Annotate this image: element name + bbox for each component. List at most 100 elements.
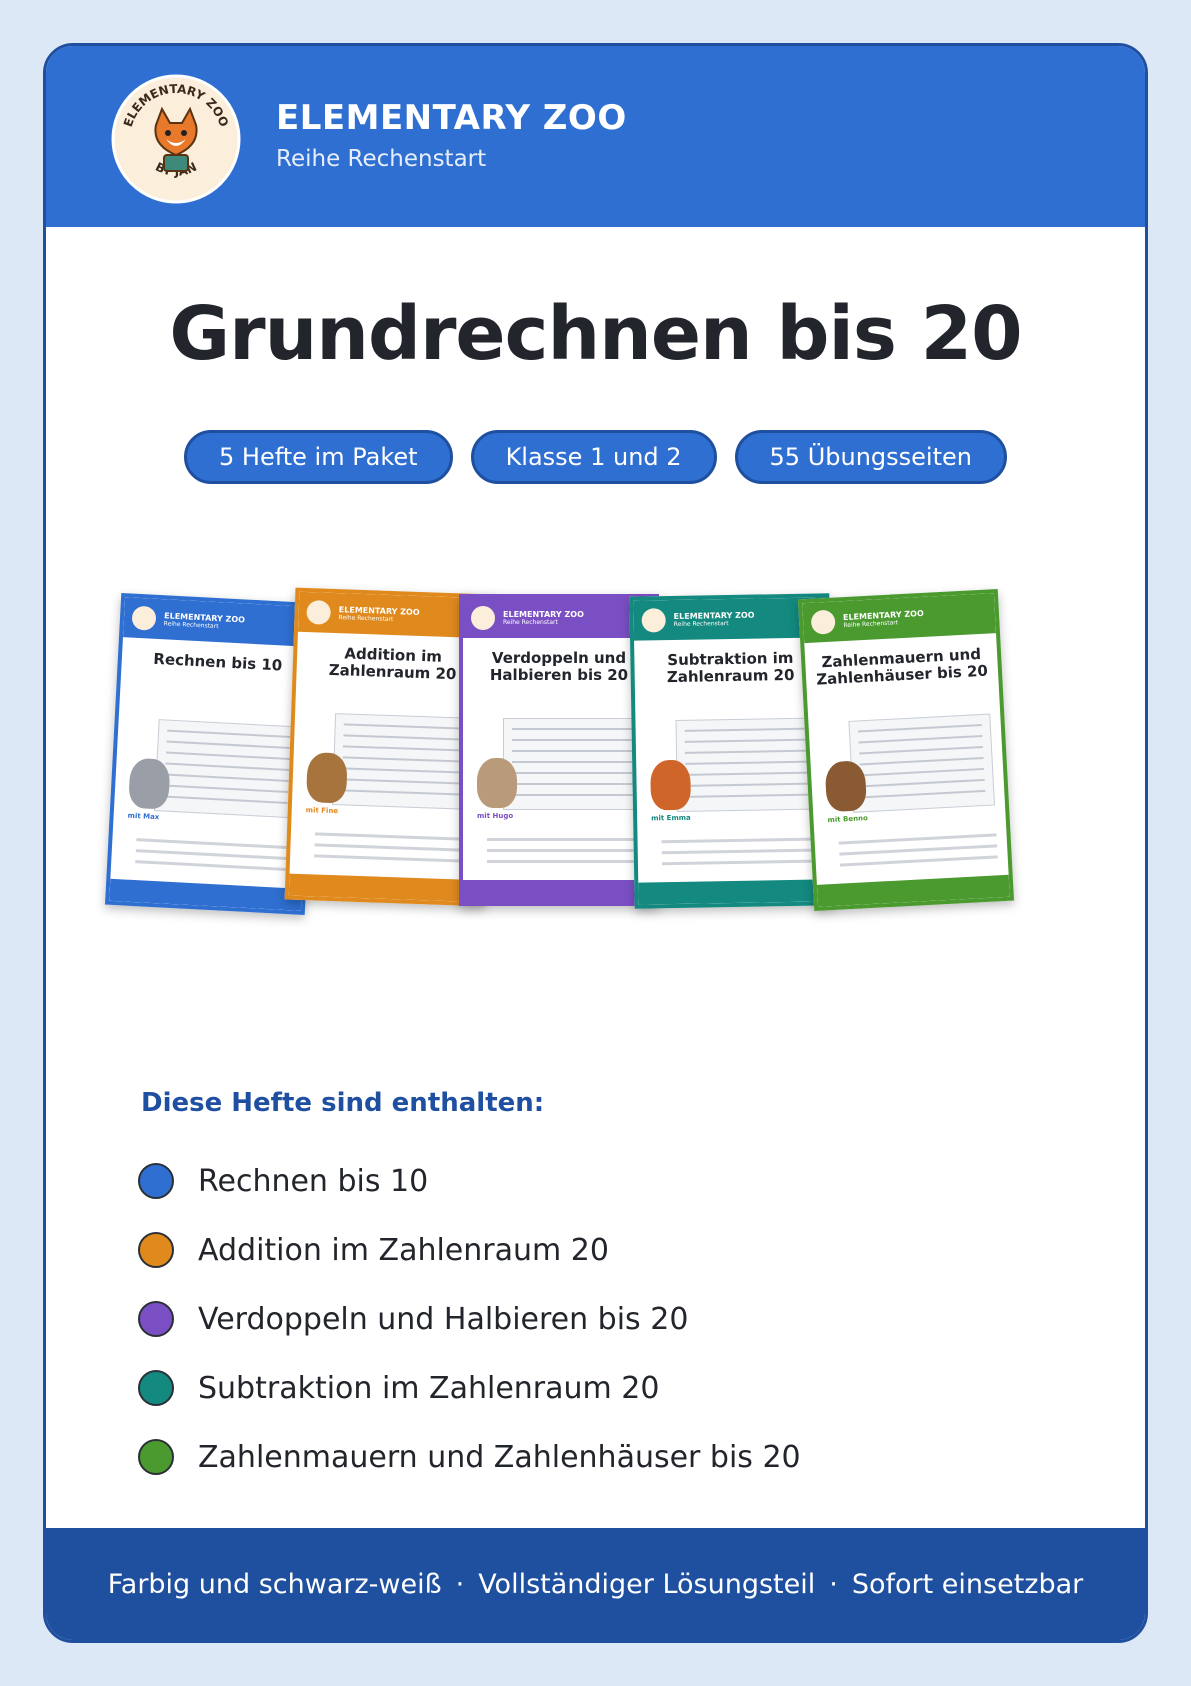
list-label: Addition im Zahlenraum 20 bbox=[198, 1232, 609, 1268]
list-label: Zahlenmauern und Zahlenhäuser bis 20 bbox=[198, 1439, 801, 1475]
sheet-line bbox=[859, 756, 984, 766]
booklet-sheet bbox=[848, 713, 996, 813]
list-dot bbox=[138, 1301, 174, 1337]
bullet-line bbox=[661, 859, 820, 866]
separator: · bbox=[829, 1568, 838, 1600]
bullet-line bbox=[839, 855, 998, 867]
booklet-logo bbox=[306, 600, 332, 625]
title: Grundrechnen bis 20 bbox=[169, 291, 1022, 377]
footer-text: Vollständiger Lösungsteil bbox=[478, 1568, 816, 1600]
bullet-line bbox=[839, 844, 998, 856]
booklet-title: Addition im Zahlenraum 20 bbox=[328, 644, 457, 683]
booklet-mascot bbox=[306, 752, 348, 804]
list-item: Verdoppeln und Halbieren bis 20 bbox=[138, 1301, 688, 1337]
bullet-line bbox=[487, 849, 645, 852]
list-item: Rechnen bis 10 bbox=[138, 1163, 428, 1199]
sheet-line bbox=[684, 738, 809, 743]
booklet-brand: ELEMENTARY ZOO bbox=[503, 610, 584, 619]
booklet-series: Reihe Rechenstart bbox=[673, 620, 729, 628]
booklet-brand-block: ELEMENTARY ZOO Reihe Rechenstart bbox=[674, 611, 755, 628]
bullet-line bbox=[136, 838, 295, 850]
sheet-line bbox=[685, 782, 810, 787]
booklet-series: Reihe Rechenstart bbox=[503, 619, 558, 626]
booklet-bullets bbox=[304, 824, 473, 871]
sheet-line bbox=[512, 794, 636, 796]
sheet-line bbox=[165, 762, 290, 772]
brand: ELEMENTARY ZOO bbox=[276, 98, 627, 138]
bullet-line bbox=[487, 838, 645, 841]
sheet-line bbox=[685, 771, 810, 776]
list-dot bbox=[138, 1439, 174, 1475]
sheet-line bbox=[512, 728, 636, 730]
logo: ELEMENTARY ZOO BY JAN bbox=[111, 74, 241, 204]
bullet-line bbox=[487, 860, 645, 863]
bullet-line bbox=[838, 833, 997, 845]
list-label: Subtraktion im Zahlenraum 20 bbox=[198, 1370, 660, 1406]
card: ELEMENTARY ZOO BY JAN ELEMENTARY ZOO Rei… bbox=[43, 43, 1148, 1643]
booklet-mascot bbox=[650, 759, 692, 811]
booklet-logo bbox=[471, 606, 495, 630]
booklet-brand-block: ELEMENTARY ZOO Reihe Rechenstart bbox=[164, 611, 246, 631]
booklet-mascot bbox=[824, 760, 868, 813]
sheet-line bbox=[860, 778, 985, 788]
booklet-brand-block: ELEMENTARY ZOO Reihe Rechenstart bbox=[843, 609, 925, 629]
booklet-bullets bbox=[125, 830, 295, 880]
booklet-bullets bbox=[828, 825, 998, 875]
booklet-brand-block: ELEMENTARY ZOO Reihe Rechenstart bbox=[338, 605, 419, 624]
booklet-logo bbox=[641, 608, 666, 633]
list-item: Subtraktion im Zahlenraum 20 bbox=[138, 1370, 659, 1406]
sheet-line bbox=[341, 778, 466, 785]
booklet-title: Verdoppeln und Halbieren bis 20 bbox=[489, 649, 629, 684]
booklet-header: ELEMENTARY ZOO Reihe Rechenstart bbox=[633, 597, 827, 641]
booklet-mascot-name: mit Fine bbox=[305, 806, 339, 816]
bullet-line bbox=[661, 848, 820, 855]
booklet: ELEMENTARY ZOO Reihe Rechenstart Verdoppel… bbox=[459, 594, 659, 906]
list-item: Addition im Zahlenraum 20 bbox=[138, 1232, 609, 1268]
sheet-line bbox=[343, 723, 468, 730]
booklet-sheet bbox=[503, 718, 645, 810]
sheet-line bbox=[343, 734, 468, 741]
sheet-line bbox=[163, 795, 288, 804]
bullet-line bbox=[135, 860, 294, 872]
sheet-line bbox=[164, 773, 289, 782]
sheet-line bbox=[341, 789, 466, 796]
bullet-line bbox=[314, 843, 473, 852]
sheet-line bbox=[166, 740, 291, 750]
booklet-sheet bbox=[675, 717, 820, 812]
list-dot bbox=[138, 1232, 174, 1268]
booklet-logo bbox=[131, 605, 157, 631]
sheet-line bbox=[857, 724, 982, 733]
booklet-mascot bbox=[477, 758, 517, 808]
list-label: Rechnen bis 10 bbox=[198, 1163, 429, 1199]
sheet-line bbox=[342, 756, 467, 763]
footer-text: Farbig und schwarz-weiß bbox=[107, 1568, 442, 1600]
booklet-title: Zahlenmauern und Zahlenhäuser bis 20 bbox=[815, 644, 989, 689]
sheet-line bbox=[685, 749, 810, 754]
booklet-footer bbox=[288, 873, 482, 903]
bullet-line bbox=[314, 854, 473, 863]
booklet-sheet bbox=[331, 713, 478, 810]
booklet-bullets bbox=[477, 830, 645, 871]
booklet: ELEMENTARY ZOO Reihe Rechenstart Zahlenmau… bbox=[797, 588, 1015, 912]
booklet-header: ELEMENTARY ZOO Reihe Rechenstart bbox=[802, 593, 997, 644]
booklet-header: ELEMENTARY ZOO Reihe Rechenstart bbox=[122, 597, 317, 648]
list-dot bbox=[138, 1163, 174, 1199]
sheet-line bbox=[512, 750, 636, 752]
badges: 5 Hefte im Paket Klasse 1 und 2 55 Übungss… bbox=[46, 430, 1145, 484]
sheet-line bbox=[685, 793, 810, 798]
booklet-bullets bbox=[651, 829, 820, 873]
separator: · bbox=[455, 1568, 465, 1600]
list-heading: Diese Hefte sind enthalten: bbox=[141, 1088, 545, 1118]
list-label: Verdoppeln und Halbieren bis 20 bbox=[198, 1301, 689, 1337]
badge: 5 Hefte im Paket bbox=[184, 430, 453, 484]
footer: Farbig und schwarz-weiß · Vollständiger Lö… bbox=[46, 1528, 1145, 1640]
badge: Klasse 1 und 2 bbox=[470, 430, 717, 484]
sheet-line bbox=[342, 767, 467, 774]
booklet-footer bbox=[463, 880, 655, 902]
sheet-line bbox=[860, 767, 985, 777]
badge: 55 Übungsseiten bbox=[734, 430, 1007, 484]
booklet-logo bbox=[810, 609, 836, 635]
series: Reihe Rechenstart bbox=[276, 146, 487, 172]
